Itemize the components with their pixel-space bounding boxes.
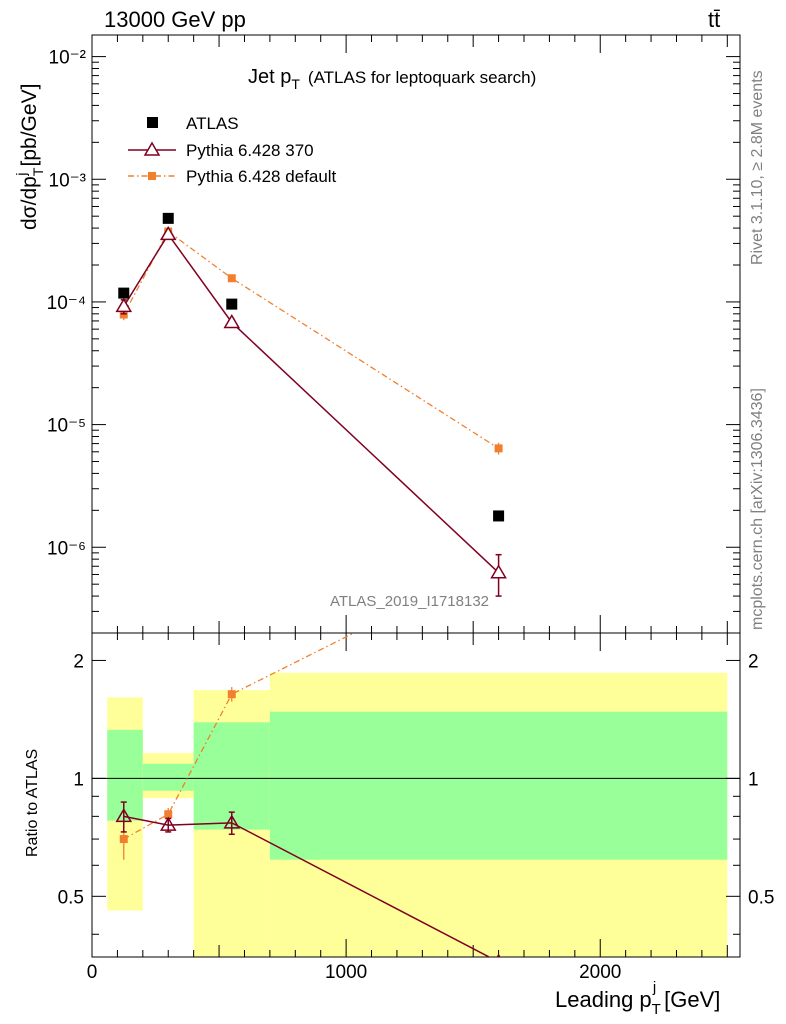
ratio-y-tick-label-right: 2 [748, 651, 759, 672]
legend-atlas-label: ATLAS [186, 114, 239, 133]
ratio-pythia-default-point [164, 810, 173, 819]
green-band-bin [107, 729, 143, 821]
green-band-bin [142, 763, 194, 791]
legend-pythia370-label: Pythia 6.428 370 [186, 141, 314, 160]
title-sub: T [291, 76, 300, 92]
ratio-pythia-default-point [119, 835, 128, 844]
atlas-point [493, 510, 505, 522]
main-y-tick-label: 10⁻⁴ [47, 293, 86, 314]
ratio-y-label: Ratio to ATLAS [24, 749, 41, 857]
green-band-bin [269, 711, 728, 860]
ratio-plot-frame [91, 632, 741, 958]
ylabel-sub: T [30, 167, 46, 176]
ylabel-units: [pb/GeV] [18, 84, 41, 167]
legend-atlas-marker [147, 117, 158, 128]
main-y-tick-label: 10⁻⁵ [47, 416, 86, 437]
ratio-y-tick-label-right: 0.5 [748, 887, 774, 908]
ratio-pythia-370-line [123, 815, 491, 957]
atlas-point [226, 298, 238, 310]
rivet-label: Rivet 3.1.10, ≥ 2.8M events [749, 70, 766, 265]
analysis-watermark: ATLAS_2019_I1718132 [330, 593, 489, 610]
xlabel-units: [GeV] [664, 987, 720, 1012]
main-title: Jet pT (ATLAS for leptoquark search) [248, 66, 536, 92]
x-axis-label: Leading pTj [GeV] [555, 979, 720, 1018]
xlabel-sup: j [652, 979, 656, 996]
main-y-tick-label: 10⁻² [49, 48, 87, 69]
legend: ATLAS Pythia 6.428 370 Pythia 6.428 defa… [128, 114, 337, 186]
process-label: tt̄ [708, 7, 720, 32]
x-tick-label: 1000 [325, 962, 367, 983]
main-data-layer [115, 212, 507, 597]
pythia-370-line [123, 233, 500, 574]
ratio-pythia-default-point [227, 690, 236, 699]
ratio-y-tick-label-right: 1 [748, 769, 759, 790]
ratio-pythia-370-point [115, 807, 133, 823]
ratio-y-tick-label: 0.5 [58, 887, 84, 908]
pythia-default-line [123, 230, 499, 449]
main-y-tick-label: 10⁻³ [49, 170, 87, 191]
ratio-y-tick-label: 1 [73, 769, 84, 790]
xlabel-sub: T [652, 1001, 661, 1018]
pythia-370-point [490, 564, 507, 579]
ylabel-sup: j [13, 172, 29, 176]
legend-pythia370-marker [143, 141, 161, 156]
ratio-y-tick-label: 2 [73, 651, 84, 672]
pythia-default-point [494, 444, 503, 453]
legend-pythiadef-marker [148, 172, 156, 180]
pythia-370-point [159, 225, 177, 241]
uncertainty-bands [92, 672, 740, 957]
ratio-data-layer [115, 633, 501, 957]
ratio-axis-ticks: 0 1000 2000 0.5 0.5 1 1 2 2 [58, 633, 774, 983]
mcplots-label: mcplots.cern.ch [arXiv:1306.3436] [749, 388, 766, 630]
pythia-370-point [115, 297, 133, 313]
main-axis-ticks: 10⁻⁶ 10⁻⁵ 10⁻⁴ 10⁻³ 10⁻² [47, 35, 740, 634]
main-y-label: dσ/dpTj [pb/GeV] [13, 84, 46, 230]
x-tick-label: 2000 [579, 962, 621, 983]
main-y-tick-label: 10⁻⁶ [47, 538, 86, 559]
xlabel-main: Leading p [555, 987, 652, 1012]
pythia-370-point [223, 313, 241, 329]
pythia-default-point [227, 274, 236, 283]
legend-pythiadef-label: Pythia 6.428 default [186, 167, 337, 186]
atlas-point [162, 212, 174, 224]
title-rest: (ATLAS for leptoquark search) [308, 68, 536, 87]
energy-label: 13000 GeV pp [104, 7, 246, 32]
ylabel-main: dσ/dp [18, 176, 41, 230]
ratio-pythia-370-point [159, 816, 177, 831]
title-main: Jet p [248, 66, 291, 88]
x-tick-label: 0 [87, 962, 98, 983]
atlas-point [118, 287, 130, 299]
ratio-pythia-370-point [223, 814, 241, 829]
